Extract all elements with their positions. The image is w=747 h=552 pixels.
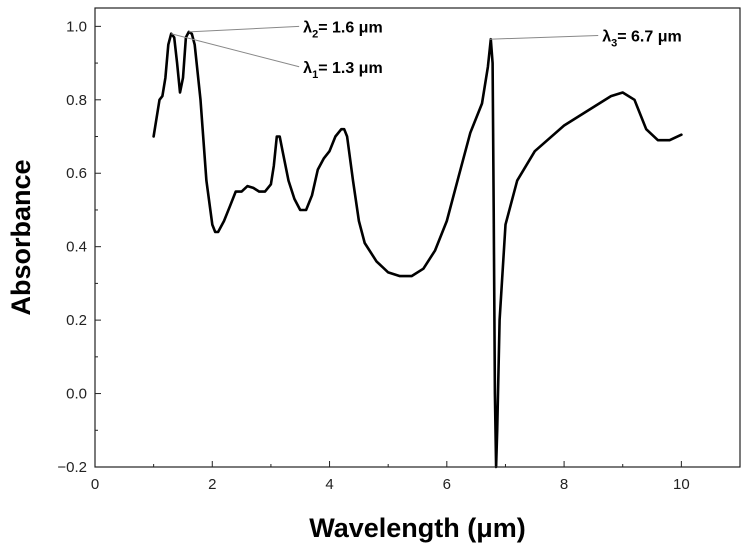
y-tick-label: 1.0	[66, 18, 87, 35]
x-tick-label: 0	[91, 476, 99, 493]
annotation-value: = 1.6 μm	[318, 19, 383, 36]
y-tick-label: 0.2	[66, 312, 87, 329]
annotation-label: λ3= 6.7 μm	[602, 29, 682, 50]
x-tick-label: 8	[560, 476, 568, 493]
y-axis-title: Absorbance	[6, 159, 36, 315]
plot-frame	[94, 7, 741, 468]
absorbance-series-line	[152, 30, 683, 469]
annotation-symbol: λ	[602, 29, 611, 46]
annotation-symbol: λ	[303, 60, 312, 77]
annotation-subscript: 3	[611, 38, 617, 50]
x-tick-label: 10	[673, 476, 690, 493]
annotation-value: = 6.7 μm	[617, 29, 682, 46]
y-tick-label: 0.4	[66, 239, 87, 256]
y-tick-label: 0.0	[66, 386, 87, 403]
annotation-leader-line	[171, 33, 300, 68]
annotation-label: λ2= 1.6 μm	[303, 19, 383, 40]
annotation-leader-line	[489, 35, 599, 40]
y-tick-label: −0.2	[57, 459, 87, 476]
x-tick-label: 2	[208, 476, 216, 493]
annotation-subscript: 2	[312, 28, 318, 40]
x-tick-label: 6	[443, 476, 451, 493]
x-axis-title: Wavelength (μm)	[309, 513, 526, 543]
y-tick-label: 0.8	[66, 92, 87, 109]
y-tick-label: 0.6	[66, 165, 87, 182]
x-tick-label: 4	[325, 476, 333, 493]
annotation-leader-line	[188, 25, 300, 33]
annotation-value: = 1.3 μm	[318, 60, 383, 77]
annotation-label: λ1= 1.3 μm	[303, 60, 383, 81]
annotation-symbol: λ	[303, 19, 312, 36]
annotation-subscript: 1	[312, 69, 318, 81]
